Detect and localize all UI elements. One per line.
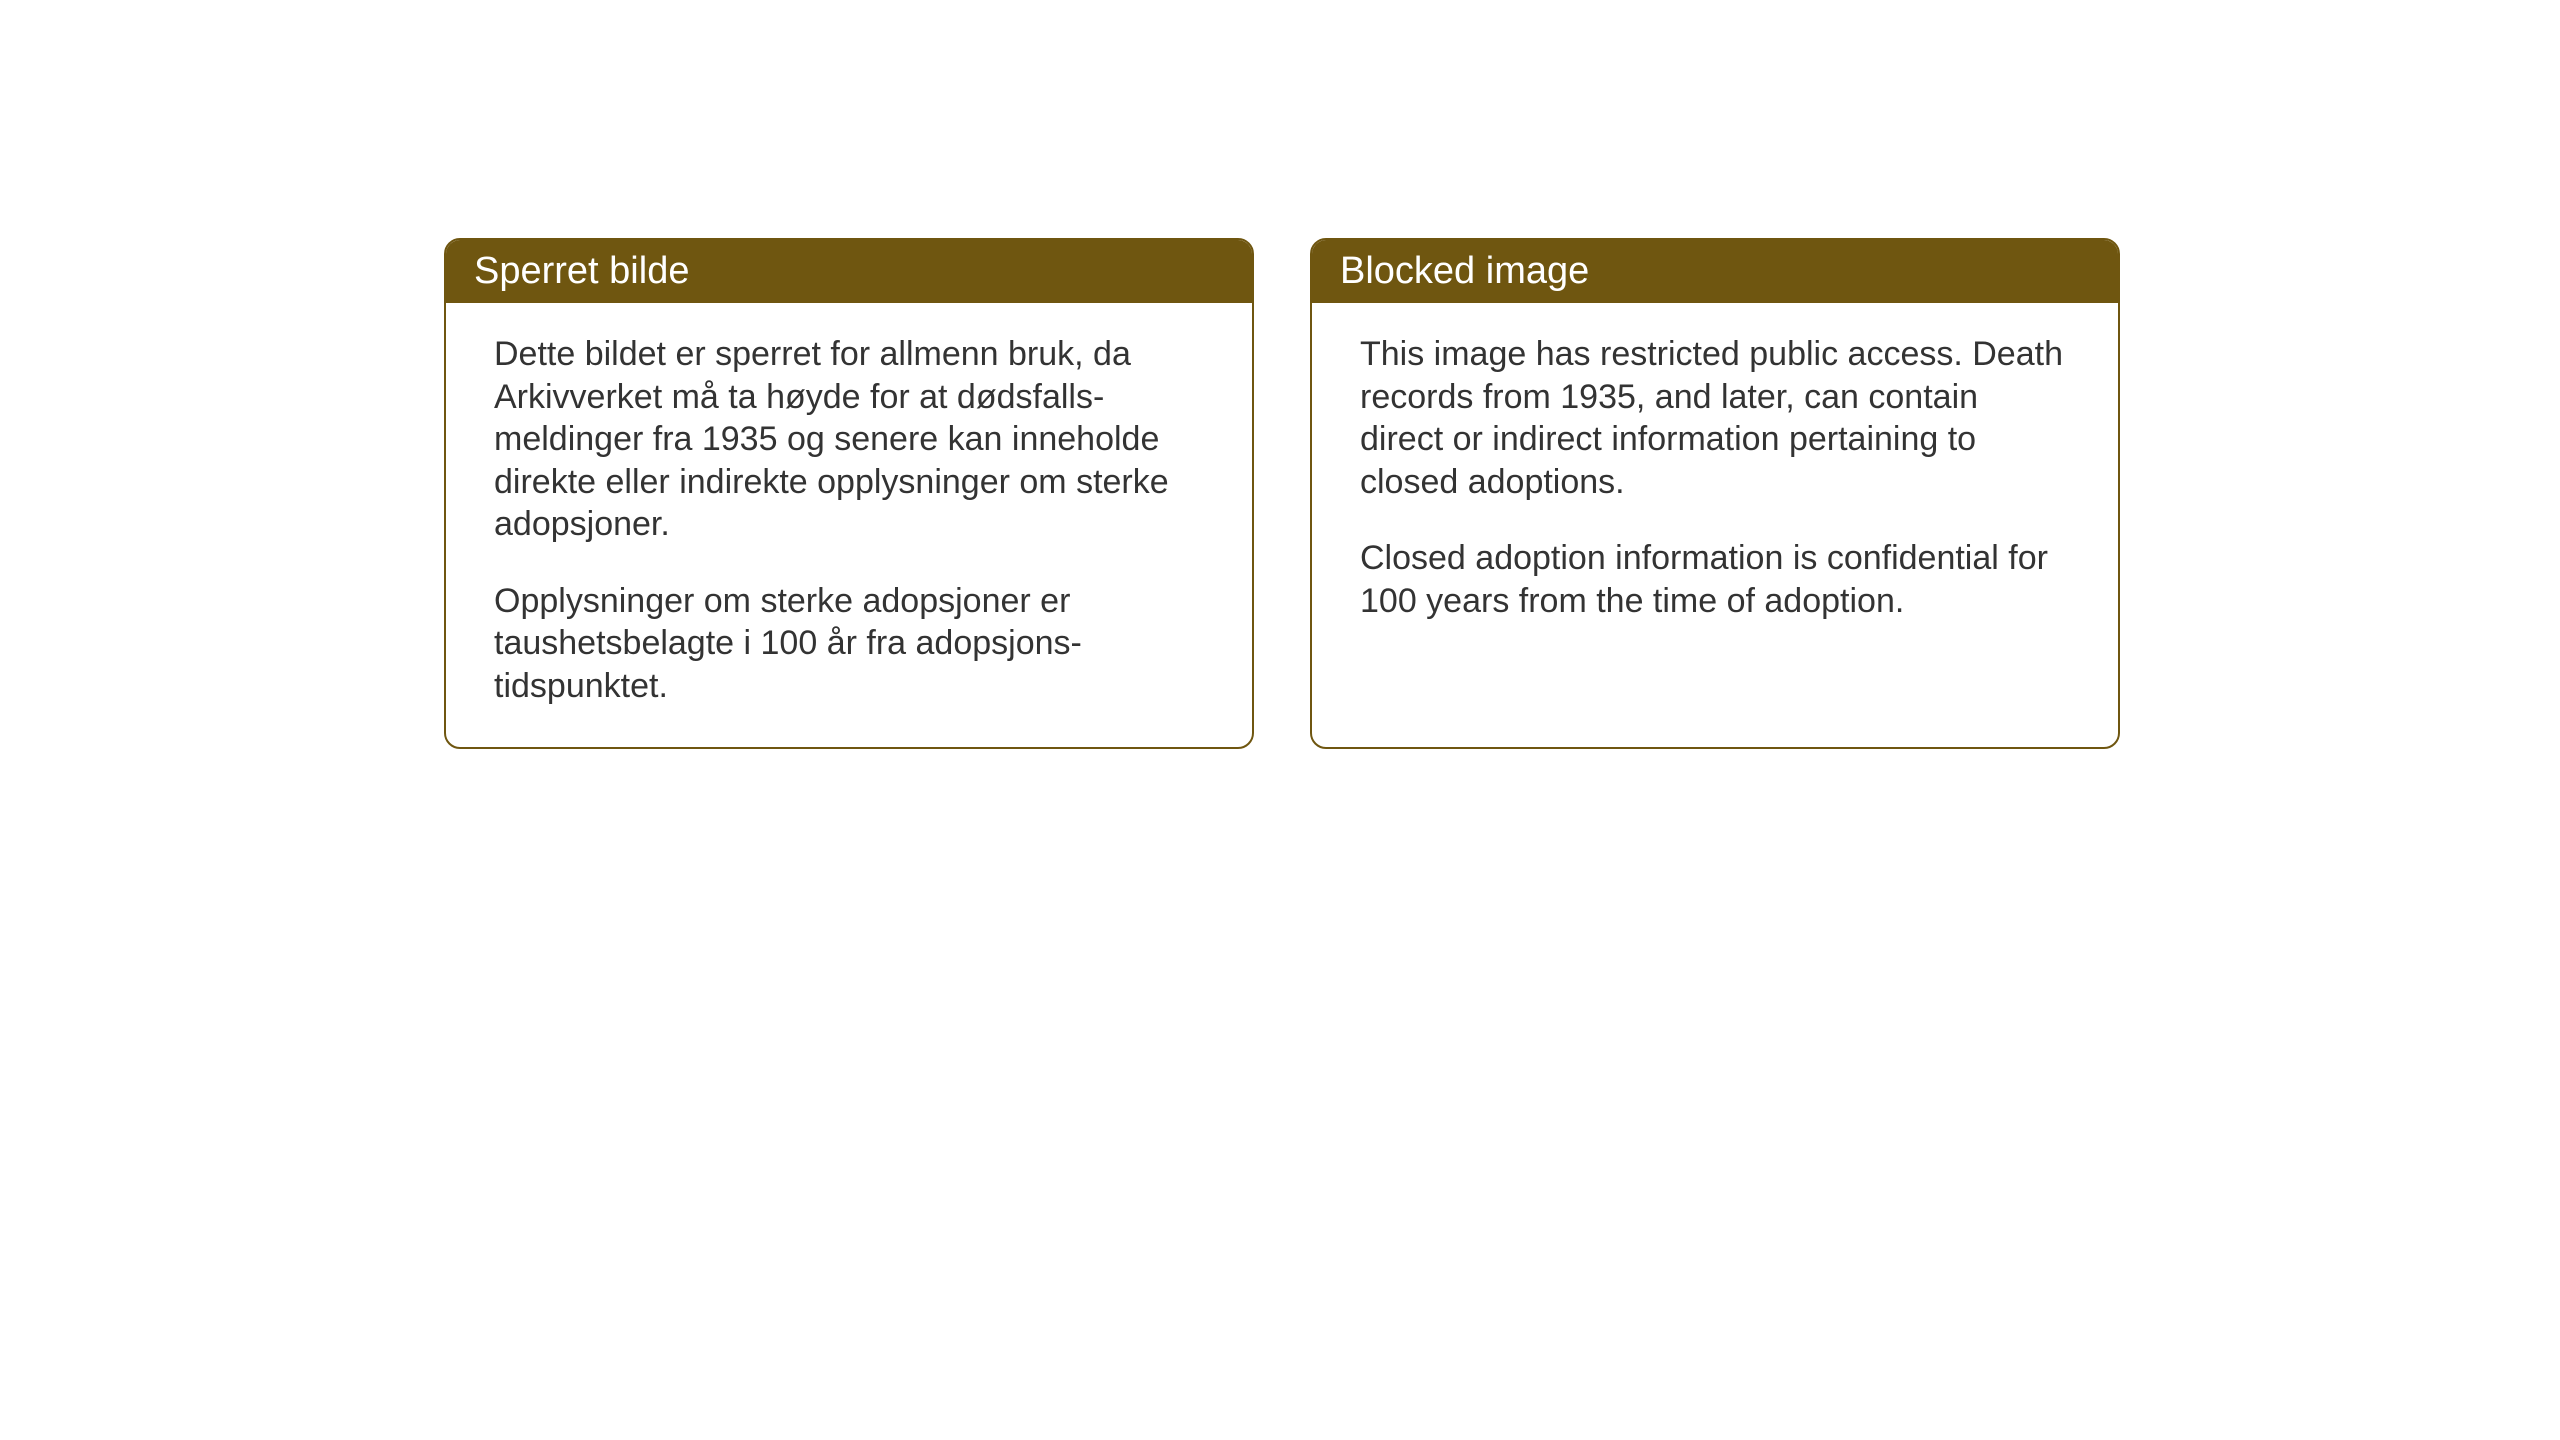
norwegian-card-body: Dette bildet er sperret for allmenn bruk… — [446, 303, 1252, 747]
norwegian-card-header: Sperret bilde — [446, 240, 1252, 303]
card-container: Sperret bilde Dette bildet er sperret fo… — [0, 0, 2560, 749]
norwegian-card: Sperret bilde Dette bildet er sperret fo… — [444, 238, 1254, 749]
english-paragraph-1: This image has restricted public access.… — [1360, 333, 2070, 503]
norwegian-paragraph-2: Opplysninger om sterke adopsjoner er tau… — [494, 580, 1204, 708]
english-card-header: Blocked image — [1312, 240, 2118, 303]
english-card: Blocked image This image has restricted … — [1310, 238, 2120, 749]
english-card-body: This image has restricted public access.… — [1312, 303, 2118, 662]
english-paragraph-2: Closed adoption information is confident… — [1360, 537, 2070, 622]
norwegian-card-title: Sperret bilde — [474, 250, 689, 292]
english-card-title: Blocked image — [1340, 250, 1589, 292]
norwegian-paragraph-1: Dette bildet er sperret for allmenn bruk… — [494, 333, 1204, 546]
